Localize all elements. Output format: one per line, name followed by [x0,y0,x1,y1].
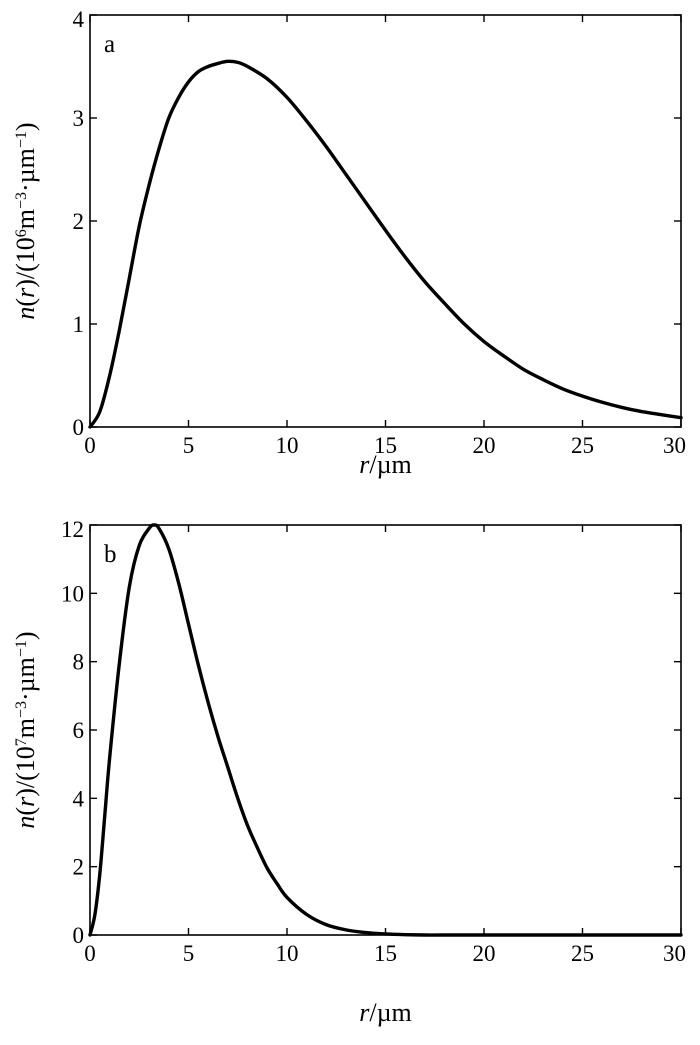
series-line-0 [88,59,683,429]
x-tick-label: 0 [84,941,96,966]
x-tick-label: 20 [473,433,496,458]
x-tick-label: 25 [571,433,594,458]
x-tick-label: 0 [84,433,96,458]
x-tick-label: 25 [571,941,594,966]
y-tick-label: 2 [73,855,85,880]
x-tick-label: 30 [663,941,686,966]
chart-panel-b: 0 5 10 15 20 25 30 0 2 4 6 8 10 12 b r/µm n(r)/(107m−3·µ… [11,517,686,1027]
y-axis-label: n(r)/(107m−3·µm−1) [11,631,40,828]
x-tick-label: 5 [183,941,195,966]
x-tick-label: 5 [183,433,195,458]
y-tick-label: 3 [73,106,85,131]
x-tick-label: 15 [374,433,397,458]
x-axis-label: r/µm [359,450,412,479]
x-tick-label: 20 [473,941,496,966]
y-tick-label: 4 [73,7,85,32]
y-tick-label: 10 [61,581,84,606]
y-tick-label: 0 [73,923,85,948]
y-tick-label: 2 [73,209,85,234]
y-tick-label: 12 [61,517,84,542]
chart-panel-a: 0 5 10 15 20 25 30 0 1 2 3 4a r/µm n(r)/(106m−3·µm−1) [11,7,686,479]
y-axis-label: n(r)/(106m−3·µm−1) [11,122,40,319]
series-line-0 [88,523,683,937]
y-tick-label: 6 [73,718,85,743]
x-tick-label: 15 [374,941,397,966]
x-tick-label: 10 [276,941,299,966]
x-axis-label: r/µm [359,998,412,1027]
panel-label: b [104,541,117,568]
plot-frame [89,14,682,428]
y-tick-label: 4 [73,786,85,811]
x-tick-label: 30 [663,433,686,458]
y-tick-label: 1 [73,312,85,337]
x-tick-label: 10 [276,433,299,458]
y-tick-label: 8 [73,650,85,675]
panel-label: a [104,31,115,58]
y-tick-label: 0 [73,415,85,440]
